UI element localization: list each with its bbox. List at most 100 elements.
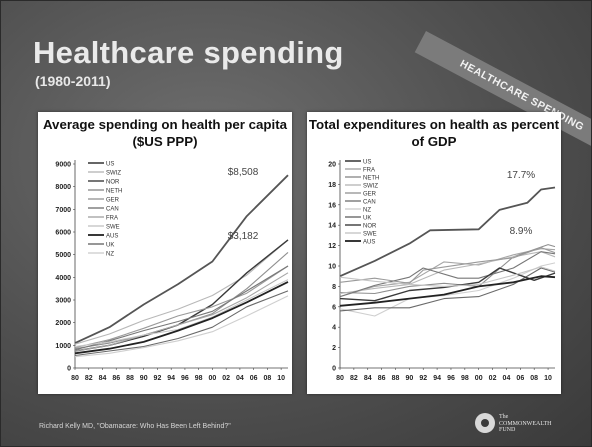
x-tick-label: 06 xyxy=(516,375,524,382)
y-tick-label: 12 xyxy=(328,243,336,250)
x-tick-label: 84 xyxy=(364,375,372,382)
x-tick-label: 08 xyxy=(263,375,271,382)
y-tick-label: 1000 xyxy=(55,343,71,350)
logo-text: The COMMONWEALTH FUND xyxy=(499,414,552,433)
y-tick-label: 6 xyxy=(332,304,336,311)
x-tick-label: 02 xyxy=(489,375,497,382)
legend-label-uk: UK xyxy=(106,242,114,248)
x-tick-label: 94 xyxy=(433,375,441,382)
y-tick-label: 2000 xyxy=(55,320,71,327)
y-tick-label: 14 xyxy=(328,223,336,230)
y-tick-label: 9000 xyxy=(55,162,71,169)
x-tick-label: 10 xyxy=(277,375,285,382)
x-tick-label: 84 xyxy=(99,375,107,382)
y-tick-label: 6000 xyxy=(55,230,71,237)
legend-label-us: US xyxy=(363,159,371,165)
x-tick-label: 92 xyxy=(419,375,427,382)
y-tick-label: 16 xyxy=(328,202,336,209)
series-line-nz xyxy=(74,295,289,358)
legend-label-swe: SWE xyxy=(106,224,120,230)
legend-label-fra: FRA xyxy=(363,167,375,173)
legend-label-swe: SWE xyxy=(363,231,377,237)
y-tick-label: 3000 xyxy=(55,298,71,305)
legend-label-swiz: SWIZ xyxy=(106,170,121,176)
legend-label-ger: GER xyxy=(106,197,120,203)
y-tick-label: 18 xyxy=(328,182,336,189)
series-line-fra xyxy=(74,272,289,352)
y-tick-label: 7000 xyxy=(55,207,71,214)
legend-label-neth: NETH xyxy=(106,188,122,194)
y-tick-label: 0 xyxy=(332,366,336,373)
commonwealth-fund-icon xyxy=(475,413,495,433)
x-tick-label: 86 xyxy=(378,375,386,382)
data-annotation: $3,182 xyxy=(228,231,259,242)
source-credit: Richard Kelly MD, "Obamacare: Who Has Be… xyxy=(39,423,231,430)
y-tick-label: 0 xyxy=(67,366,71,373)
series-line-aus xyxy=(339,275,556,307)
series-line-us xyxy=(74,174,289,344)
series-line-ger xyxy=(339,247,556,284)
chart-panel-gdp: 0 2 4 6 8 10 12 14 16 18 20 80 82 84 86 88 90 92 94 96 98 00 0… xyxy=(307,112,561,394)
x-tick-label: 82 xyxy=(85,375,93,382)
slide-subtitle: (1980-2011) xyxy=(35,73,111,89)
legend-label-us: US xyxy=(106,161,114,167)
chart-panel-spending: 0 1000 2000 3000 4000 5000 6000 7000 8000 9000 80 8… xyxy=(38,112,292,394)
x-tick-label: 94 xyxy=(167,375,175,382)
series-line-uk xyxy=(74,290,289,357)
legend-label-nz: NZ xyxy=(363,207,371,213)
x-tick-label: 92 xyxy=(154,375,162,382)
y-tick-label: 2 xyxy=(332,345,336,352)
chart-title-spending: Average spending on health per capita ($… xyxy=(42,117,288,149)
legend-label-swiz: SWIZ xyxy=(363,183,378,189)
x-tick-label: 06 xyxy=(250,375,258,382)
x-tick-label: 08 xyxy=(530,375,538,382)
legend-label-aus: AUS xyxy=(363,239,375,245)
y-tick-label: 4 xyxy=(332,325,336,332)
legend-label-nor: NOR xyxy=(363,223,377,229)
x-tick-label: 96 xyxy=(447,375,455,382)
series-line-swiz xyxy=(74,239,289,345)
legend-label-uk: UK xyxy=(363,215,371,221)
x-tick-label: 02 xyxy=(222,375,230,382)
y-tick-label: 4000 xyxy=(55,275,71,282)
x-tick-label: 96 xyxy=(181,375,189,382)
x-tick-label: 88 xyxy=(126,375,134,382)
y-tick-label: 5000 xyxy=(55,252,71,259)
series-line-swe xyxy=(339,266,556,287)
x-tick-label: 04 xyxy=(503,375,511,382)
x-tick-label: 00 xyxy=(209,375,217,382)
slide-title: Healthcare spending xyxy=(33,35,344,70)
x-tick-label: 82 xyxy=(350,375,358,382)
chart-title-gdp: Total expenditures on health as percent … xyxy=(308,117,560,149)
y-tick-label: 8 xyxy=(332,284,336,291)
y-tick-label: 20 xyxy=(328,162,336,169)
series-line-swiz xyxy=(339,251,556,295)
series-line-aus xyxy=(74,281,289,355)
legend-label-ger: GER xyxy=(363,191,377,197)
x-tick-label: 04 xyxy=(236,375,244,382)
legend-label-nz: NZ xyxy=(106,251,114,257)
legend-label-aus: AUS xyxy=(106,233,118,239)
x-tick-label: 88 xyxy=(392,375,400,382)
series-line-swe xyxy=(74,279,289,348)
legend-label-fra: FRA xyxy=(106,215,118,221)
x-tick-label: 90 xyxy=(140,375,148,382)
data-annotation: $8,508 xyxy=(228,167,259,178)
series-line-us xyxy=(339,186,556,278)
x-tick-label: 10 xyxy=(544,375,552,382)
x-tick-label: 00 xyxy=(475,375,483,382)
y-tick-label: 8000 xyxy=(55,184,71,191)
series-line-can xyxy=(74,265,289,351)
data-annotation: 17.7% xyxy=(507,170,535,181)
x-tick-label: 98 xyxy=(461,375,469,382)
series-line-ger xyxy=(74,265,289,349)
x-tick-label: 80 xyxy=(71,375,79,382)
x-tick-label: 80 xyxy=(336,375,344,382)
x-tick-label: 90 xyxy=(405,375,413,382)
data-annotation: 8.9% xyxy=(510,226,533,237)
y-tick-label: 10 xyxy=(328,264,336,271)
commonwealth-fund-logo: The COMMONWEALTH FUND xyxy=(475,413,559,433)
